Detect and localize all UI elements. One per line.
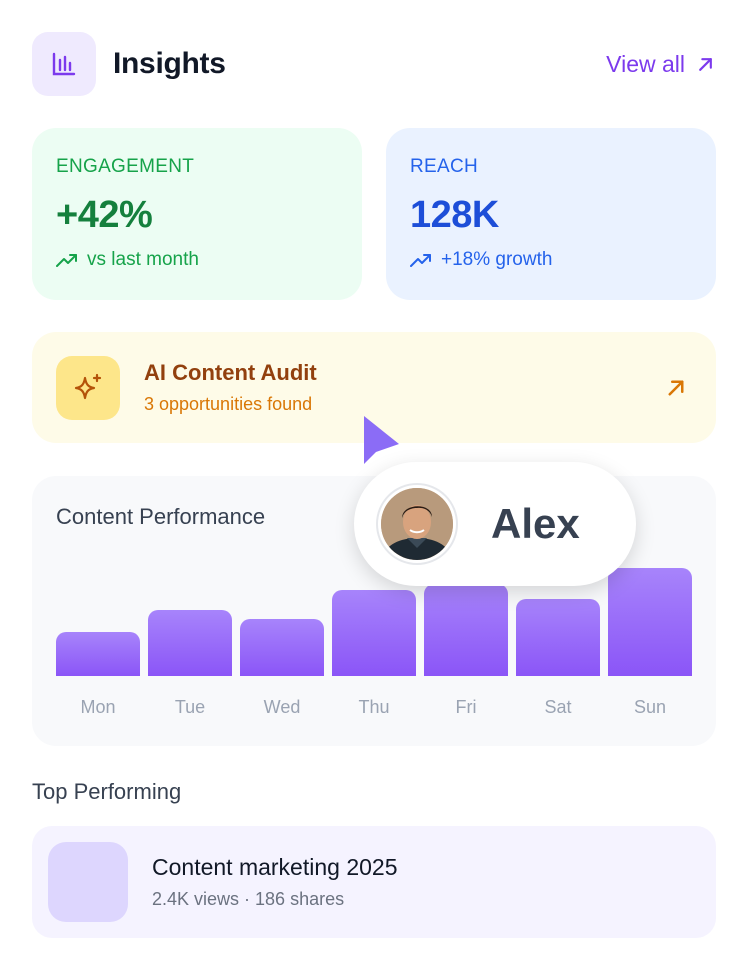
chart-bar-mon: [56, 632, 140, 676]
avatar: [378, 485, 456, 563]
top-performing-heading: Top Performing: [32, 779, 182, 804]
collaborator-badge: Alex: [354, 462, 636, 586]
audit-title: AI Content Audit: [144, 360, 317, 385]
arrow-up-right-icon: [699, 57, 712, 71]
insights-header: Insights View all: [32, 32, 714, 96]
view-all-link[interactable]: View all: [606, 51, 714, 78]
collaborator-name: Alex: [491, 500, 580, 547]
reach-card: REACH 128K +18% growth: [386, 128, 716, 300]
page-title: Insights: [113, 47, 226, 80]
collaborator-cursor-icon: [364, 416, 399, 464]
chart-tick-label-sat: Sat: [544, 697, 572, 717]
bar-chart-icon: [32, 32, 96, 96]
audit-subtitle: 3 opportunities found: [144, 394, 313, 414]
list-item[interactable]: Content marketing 2025 2.4K views · 186 …: [32, 826, 716, 938]
reach-trend: +18% growth: [410, 249, 692, 271]
chart-bar-tue: [148, 610, 232, 676]
chart-title: Content Performance: [56, 504, 266, 529]
chart-tick-label-wed: Wed: [263, 697, 301, 717]
chart-bar-wed: [240, 619, 324, 676]
reach-value: 128K: [410, 194, 499, 236]
chart-bar-sun: [608, 568, 692, 676]
engagement-card: ENGAGEMENT +42% vs last month: [32, 128, 362, 300]
trending-up-icon: [410, 254, 431, 267]
chart-bar-sat: [516, 599, 600, 676]
trending-up-icon: [56, 254, 77, 267]
sparkle-icon: [56, 355, 120, 420]
chart-bar-fri: [424, 584, 508, 676]
chart-bar-thu: [332, 590, 416, 676]
list-item-text: Content marketing 2025 2.4K views · 186 …: [152, 854, 398, 910]
chart-tick-label-fri: Fri: [455, 697, 477, 717]
engagement-label: ENGAGEMENT: [56, 156, 195, 177]
view-all-label: View all: [606, 50, 685, 77]
list-item-title: Content marketing 2025: [152, 854, 398, 880]
arrow-up-right-icon: [668, 380, 684, 395]
list-item-meta: 2.4K views · 186 shares: [152, 889, 345, 909]
content-thumbnail: [48, 842, 128, 922]
chart-tick-label-tue: Tue: [174, 697, 206, 717]
reach-label: REACH: [410, 156, 479, 177]
engagement-value: +42%: [56, 194, 153, 236]
reach-sub: +18% growth: [441, 249, 553, 270]
chart-tick-label-mon: Mon: [80, 697, 116, 717]
audit-text: AI Content Audit 3 opportunities found: [144, 360, 317, 415]
engagement-trend: vs last month: [56, 249, 338, 271]
engagement-sub: vs last month: [87, 249, 199, 270]
chart-tick-label-sun: Sun: [633, 697, 667, 717]
chart-tick-label-thu: Thu: [358, 697, 390, 717]
